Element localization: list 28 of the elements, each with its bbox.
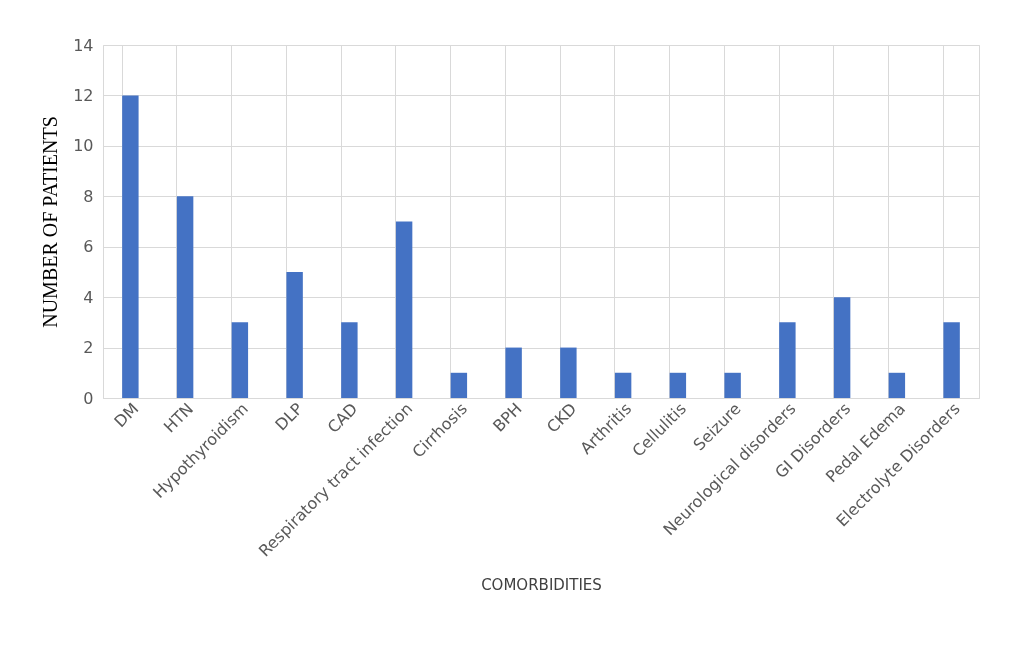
- y-tick-label: 12: [73, 85, 94, 105]
- bar: [888, 372, 906, 398]
- x-axis-title: COMORBIDITIES: [481, 575, 602, 594]
- bar: [833, 297, 851, 398]
- bar: [286, 271, 303, 398]
- y-tick-label: 0: [83, 388, 94, 408]
- y-tick-label: 4: [83, 287, 94, 307]
- bar: [560, 347, 577, 398]
- bar: [505, 347, 522, 398]
- bar: [943, 322, 960, 398]
- y-axis-title: NUMBER OF PATIENTS: [39, 116, 62, 328]
- bar: [176, 196, 194, 398]
- bar: [231, 322, 249, 398]
- bar: [122, 95, 139, 398]
- x-tick-label: CKD: [542, 399, 581, 437]
- y-tick-label: 10: [73, 136, 94, 156]
- bar: [614, 372, 632, 398]
- x-tick-label: DM: [110, 399, 143, 431]
- y-tick-label: 8: [83, 186, 94, 206]
- y-tick-label: 2: [83, 338, 94, 358]
- y-tick-label: 14: [73, 35, 94, 55]
- bar: [395, 221, 413, 398]
- bar: [669, 372, 687, 398]
- y-tick-label: 6: [83, 237, 94, 257]
- bar: [341, 322, 358, 398]
- bar: [724, 372, 741, 398]
- bar: [779, 322, 796, 398]
- bar: [450, 372, 468, 398]
